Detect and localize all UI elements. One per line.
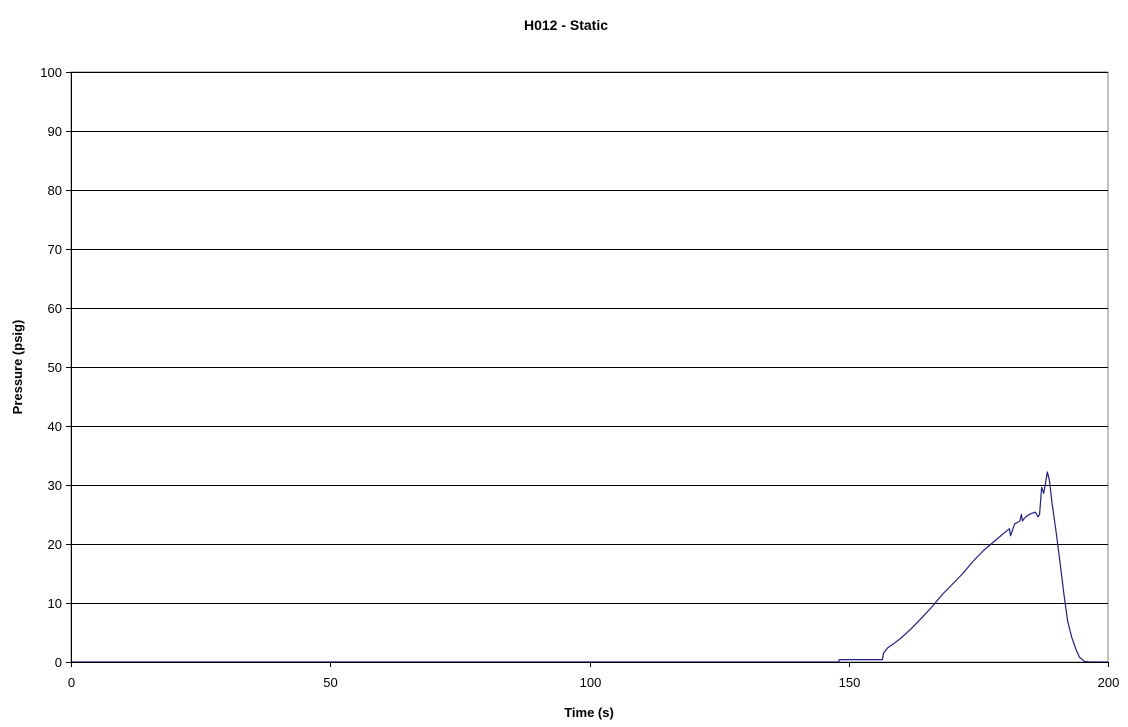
x-axis-ticks: 0 50 100 150 200 — [68, 662, 1119, 690]
x-tick-label-50: 50 — [323, 675, 337, 690]
y-tick-label-50: 50 — [48, 360, 62, 375]
x-tick-label-100: 100 — [580, 675, 602, 690]
y-tick-label-40: 40 — [48, 419, 62, 434]
y-tick-label-30: 30 — [48, 478, 62, 493]
x-axis-title: Time (s) — [564, 705, 614, 720]
x-tick-label-200: 200 — [1098, 675, 1120, 690]
y-tick-label-60: 60 — [48, 301, 62, 316]
y-tick-label-100: 100 — [40, 65, 62, 80]
y-tick-label-70: 70 — [48, 242, 62, 257]
series-layer — [71, 471, 1108, 663]
x-tick-label-150: 150 — [839, 675, 861, 690]
x-tick-label-0: 0 — [68, 675, 75, 690]
y-tick-label-80: 80 — [48, 183, 62, 198]
chart-title: H012 - Static — [524, 17, 608, 33]
series-line-0 — [71, 471, 1108, 663]
y-tick-label-10: 10 — [48, 596, 62, 611]
y-tick-label-90: 90 — [48, 124, 62, 139]
y-axis-title: Pressure (psig) — [10, 320, 25, 415]
axes — [71, 72, 1108, 663]
y-axis-ticks: 0 10 20 30 40 50 60 70 80 90 100 — [40, 65, 71, 670]
y-tick-label-20: 20 — [48, 537, 62, 552]
y-tick-label-0: 0 — [55, 655, 62, 670]
